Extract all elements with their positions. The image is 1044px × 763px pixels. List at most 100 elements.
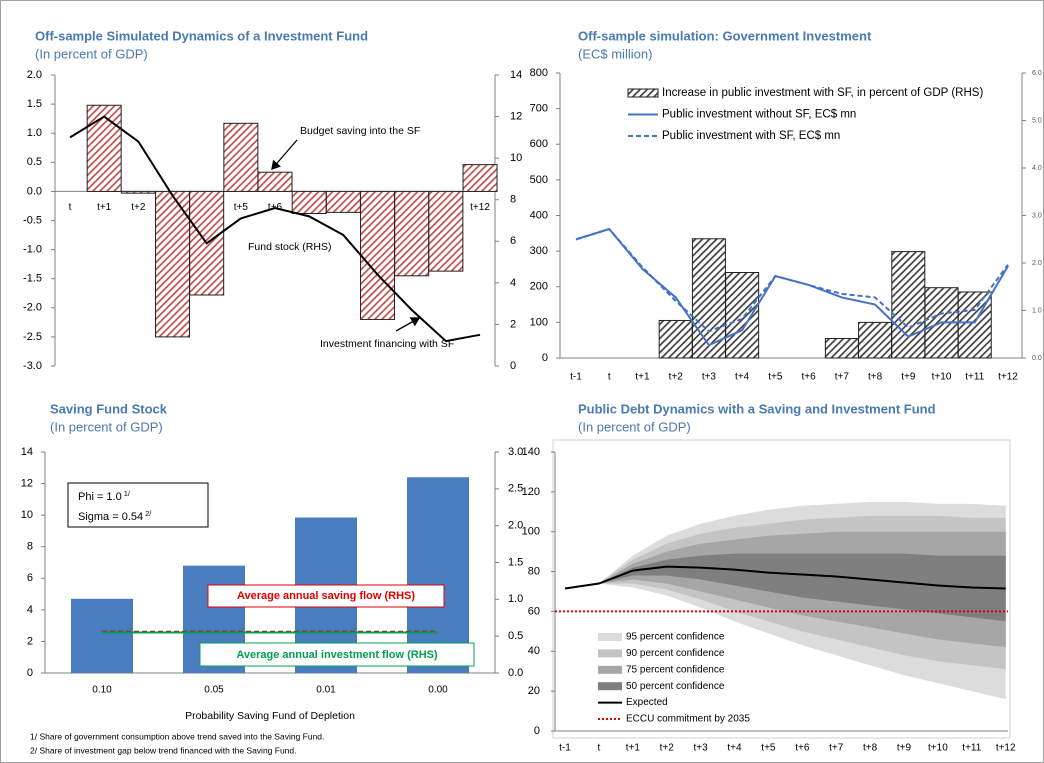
x-tick-label: t+1 — [635, 372, 650, 383]
bar — [658, 319, 693, 359]
y-tick-label: -1.5 — [23, 273, 42, 285]
y-tick-label: 60 — [528, 605, 540, 617]
legend-swatch — [598, 682, 622, 691]
y2-tick-label: 4 — [510, 277, 516, 289]
y-tick-label: 4 — [27, 604, 33, 616]
y-tick-label: 2.0 — [27, 69, 42, 81]
legend-label: Expected — [626, 697, 668, 708]
x-tick-label: t+5 — [768, 372, 783, 383]
y2-tick-label: 2.0 — [1032, 260, 1042, 267]
y-tick-label: 0 — [27, 667, 33, 679]
y-tick-label: 100 — [530, 316, 548, 328]
y-tick-label: 0 — [542, 352, 548, 364]
bar — [858, 321, 893, 359]
y-tick-label: 800 — [530, 67, 548, 79]
x-tick-label: t+11 — [962, 743, 981, 754]
chart-title: Off-sample simulation: Government Invest… — [578, 28, 872, 43]
x-tick-label: t+12 — [998, 372, 1018, 383]
chart-subtitle: (In percent of GDP) — [578, 419, 691, 434]
bar — [120, 190, 156, 194]
x-tick-label: t+1 — [97, 202, 112, 213]
x-tick-label: t — [598, 743, 601, 754]
x-tick-label: t+9 — [901, 372, 916, 383]
annotation: Investment financing with SF — [320, 338, 454, 350]
y-tick-label: 140 — [522, 446, 540, 458]
x-tick-label: t+12 — [470, 202, 490, 213]
footnote: 2/ Share of investment gap below trend f… — [30, 745, 297, 755]
x-tick-label: t+2 — [669, 372, 684, 383]
x-tick-label: t+12 — [996, 743, 1016, 754]
y-tick-label: -2.5 — [23, 331, 42, 343]
y-tick-label: 20 — [528, 685, 540, 697]
chart-subtitle: (EC$ million) — [578, 46, 652, 61]
annotation-arrow — [271, 139, 298, 170]
y-tick-label: 120 — [522, 486, 540, 498]
x-tick-label: t+2 — [131, 202, 146, 213]
label-box — [207, 584, 445, 608]
x-tick-label: 0.05 — [204, 685, 224, 696]
bar — [86, 104, 122, 192]
y2-tick-label: 2.0 — [508, 520, 523, 532]
x-tick-label: t+10 — [928, 743, 948, 754]
y-tick-label: 8 — [27, 541, 33, 553]
y-tick-label: 0 — [534, 725, 540, 737]
footnote-ref: 2/ — [145, 509, 152, 518]
y-tick-label: 200 — [530, 281, 548, 293]
y-tick-label: 40 — [528, 645, 540, 657]
legend-label: 90 percent confidence — [626, 648, 725, 659]
y2-tick-label: 1.0 — [508, 593, 523, 605]
x-tick-label: t+7 — [835, 372, 850, 383]
y2-tick-label: 3.0 — [1032, 212, 1042, 219]
x-tick-label: t+4 — [735, 372, 750, 383]
x-tick-label: t+4 — [727, 743, 742, 754]
x-tick-label: t+6 — [802, 372, 817, 383]
y-tick-label: 2 — [27, 635, 33, 647]
y2-tick-label: 12 — [510, 110, 522, 122]
y-tick-label: 100 — [522, 526, 540, 538]
bar — [691, 238, 726, 359]
x-tick-label: t+1 — [626, 743, 641, 754]
y2-tick-label: 4.0 — [1032, 165, 1042, 172]
y2-tick-label: 0 — [510, 360, 516, 372]
legend-swatch — [598, 665, 622, 674]
annotation-arrow — [395, 317, 421, 332]
y-tick-label: 500 — [530, 174, 548, 186]
y2-tick-label: 5.0 — [1032, 117, 1042, 124]
chart-subtitle: (In percent of GDP) — [50, 419, 163, 434]
chart-title: Off-sample Simulated Dynamics of a Inves… — [35, 28, 368, 43]
series-label: Budget saving into the SF — [300, 125, 420, 137]
y2-tick-label: 1.0 — [1032, 307, 1042, 314]
y-tick-label: 600 — [530, 138, 548, 150]
chart-subtitle: (In percent of GDP) — [35, 46, 148, 61]
chart-title: Saving Fund Stock — [50, 401, 168, 416]
legend-label: Increase in public investment with SF, i… — [662, 87, 983, 99]
y2-tick-label: 0.0 — [508, 667, 523, 679]
line — [564, 565, 1006, 590]
bar — [325, 190, 361, 213]
confidence-band — [598, 553, 1006, 622]
y-tick-label: 14 — [21, 446, 33, 458]
footnote-ref: 1/ — [124, 489, 131, 498]
y-tick-label: -1.0 — [23, 244, 42, 256]
x-tick-label: t+7 — [829, 743, 844, 754]
legend-label: 95 percent confidence — [626, 632, 725, 643]
y-tick-label: 6 — [27, 572, 33, 584]
bar — [428, 190, 464, 272]
x-tick-label: t — [608, 372, 611, 383]
y-tick-label: -0.5 — [23, 214, 42, 226]
x-tick-label: 0.01 — [316, 685, 336, 696]
bar — [394, 190, 430, 277]
y2-tick-label: 1.5 — [508, 556, 523, 568]
legend-swatch — [598, 649, 622, 658]
x-tick-label: t+3 — [694, 743, 709, 754]
x-axis-label: Probability Saving Fund of Depletion — [185, 710, 355, 722]
y-tick-label: 700 — [530, 103, 548, 115]
y-tick-label: -2.0 — [23, 302, 42, 314]
y-tick-label: 1.0 — [27, 127, 42, 139]
y-tick-label: 300 — [530, 245, 548, 257]
x-tick-label: t+6 — [795, 743, 810, 754]
y-tick-label: 10 — [21, 509, 33, 521]
text-box-line: Phi = 1.0 — [78, 491, 122, 503]
x-tick-label: t — [69, 202, 72, 213]
